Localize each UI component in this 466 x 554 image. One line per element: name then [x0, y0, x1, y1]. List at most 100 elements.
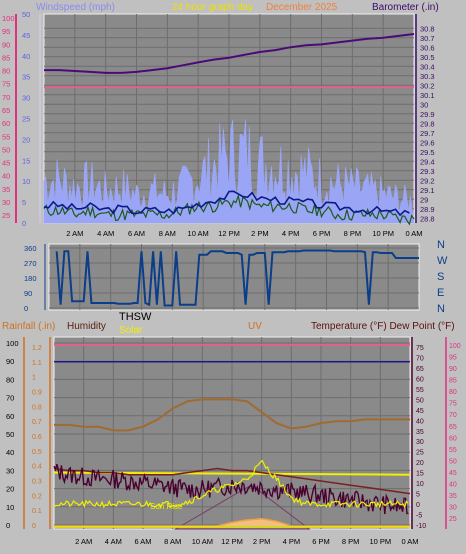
right-axis-tick-label: 29.7 — [420, 129, 435, 138]
x-tick-label: 6 PM — [312, 537, 330, 546]
wind-average-line — [43, 190, 410, 217]
right-axis-1-tick-label: 65 — [416, 366, 424, 373]
left-axis-1-tick-label: 90 — [2, 40, 10, 49]
right-axis-tick-label: 30.1 — [420, 91, 435, 100]
right-axis-tick-label: 30.4 — [420, 62, 435, 71]
x-tick-label: 10 AM — [192, 537, 213, 546]
left-axis-1-tick-label: 35 — [2, 185, 10, 194]
right-axis-2-tick-label: 65 — [449, 424, 457, 431]
left-axis-2-tick-label: 5 — [22, 198, 26, 207]
right-axis-2-tick-label: 90 — [449, 366, 457, 373]
x-tick-label: 8 AM — [164, 537, 181, 546]
right-axis-tick-label: 30 — [420, 100, 428, 109]
compass-label: N — [437, 303, 445, 315]
right-axis-2-tick-label: 70 — [449, 412, 457, 419]
x-tick-label: 0 AM — [405, 229, 422, 238]
sun-path-triangle — [173, 484, 311, 530]
left-axis-2-tick-label: 0.2 — [32, 493, 42, 500]
left-axis-2-tick-label: 50 — [22, 10, 30, 19]
wind-dir-tick-label: 180 — [24, 274, 37, 283]
right-axis-2-tick-label: 25 — [449, 516, 457, 523]
x-tick-label: 4 AM — [105, 537, 122, 546]
barometer-line — [44, 33, 415, 74]
left-axis-1-tick-label: 90 — [6, 357, 14, 366]
wind-gust-area — [43, 119, 415, 224]
right-axis-tick-label: 29.4 — [420, 157, 435, 166]
left-axis-1-tick-label: 60 — [6, 412, 14, 421]
right-axis-tick-label: 29.5 — [420, 148, 435, 157]
wind-low-line — [43, 193, 415, 226]
right-axis-tick-label: 29.1 — [420, 186, 435, 195]
left-axis-1-tick-label: 50 — [2, 145, 10, 154]
rainfall-axis-title: Rainfall (.in) — [2, 321, 55, 332]
humidity-axis-title: Humidity — [67, 321, 106, 332]
right-axis-2-tick-label: 45 — [449, 470, 457, 477]
x-tick-label: 2 AM — [75, 537, 92, 546]
right-axis-tick-label: 30.5 — [420, 53, 435, 62]
right-axis-1-tick-label: -10 — [416, 523, 426, 530]
right-axis-2-tick-label: 85 — [449, 378, 457, 385]
right-axis-1-tick-label: 70 — [416, 355, 424, 362]
left-axis-2-tick-label: 25 — [22, 115, 30, 124]
right-axis-tick-label: 28.9 — [420, 205, 435, 214]
right-axis-1-tick-label: 10 — [416, 481, 424, 488]
humidity-line — [54, 398, 410, 432]
graph-date: December 2025 — [266, 2, 338, 13]
left-axis-1-tick-label: 25 — [2, 211, 10, 220]
right-axis-2-tick-label: 40 — [449, 481, 457, 488]
x-tick-label: 8 AM — [159, 229, 176, 238]
barometer-axis-title: Barometer (.in) — [372, 2, 439, 13]
left-axis-2-tick-label: 0.4 — [32, 464, 42, 471]
right-axis-1-tick-label: 0 — [416, 502, 420, 509]
left-axis-1-tick-label: 70 — [6, 394, 14, 403]
bottom-series-group — [53, 343, 411, 530]
right-axis-1-tick-label: 45 — [416, 408, 424, 415]
x-tick-label: 6 PM — [313, 229, 331, 238]
x-tick-label: 10 AM — [188, 229, 209, 238]
left-axis-2-tick-label: 20 — [22, 135, 30, 144]
solar-axis-title: Solar — [119, 325, 143, 336]
left-axis-2-tick-label: 0.7 — [32, 419, 42, 426]
left-axis-2-tick-label: 0.9 — [32, 390, 42, 397]
top-series-group — [43, 33, 415, 226]
temperature-axis-title: Temperature (°F) Dew Point (°F) — [311, 321, 455, 332]
left-axis-1-tick-label: 85 — [2, 53, 10, 62]
x-tick-label: 4 AM — [97, 229, 114, 238]
right-axis-1-tick-label: 35 — [416, 429, 424, 436]
wind-dir-tick-label: 0 — [24, 304, 28, 313]
right-axis-tick-label: 29.6 — [420, 138, 435, 147]
left-axis-2-tick-label: 1.1 — [32, 360, 42, 367]
graph-title: 24 hour graph day — [172, 2, 253, 13]
left-axis-2-tick-label: 40 — [22, 52, 30, 61]
left-axis-1-tick-label: 10 — [6, 503, 14, 512]
left-axis-2-tick-label: 15 — [22, 156, 30, 165]
x-tick-label: 0 AM — [401, 537, 418, 546]
x-tick-label: 12 PM — [218, 229, 240, 238]
compass-label: N — [437, 239, 445, 251]
left-axis-2-tick-label: 10 — [22, 177, 30, 186]
top-axes-group: 25 30 35 40 45 50 55 60 65 70 75 80 85 90 95 100 0 5 10 15 2… — [2, 10, 435, 238]
right-axis-2-tick-label: 35 — [449, 493, 457, 500]
right-axis-1-tick-label: 5 — [416, 492, 420, 499]
left-axis-2-tick-label: 0.3 — [32, 479, 42, 486]
x-tick-label: 8 PM — [344, 229, 362, 238]
sun-rise-annotation: Sun Rise — [150, 502, 183, 511]
x-tick-label: 10 PM — [372, 229, 394, 238]
left-axis-2-tick-label: 0 — [22, 219, 26, 228]
left-axis-1-tick-label: 30 — [2, 198, 10, 207]
compass-label: S — [437, 271, 444, 283]
left-axis-2-tick-label: 35 — [22, 73, 30, 82]
right-axis-tick-label: 29.9 — [420, 110, 435, 119]
uv-line — [54, 518, 410, 527]
left-axis-2-tick-label: 45 — [22, 31, 30, 40]
left-axis-1-tick-label: 45 — [2, 159, 10, 168]
x-tick-label: 6 AM — [134, 537, 151, 546]
left-axis-1-tick-label: 80 — [2, 67, 10, 76]
right-axis-2-tick-label: 100 — [449, 343, 461, 350]
thsw-label: THSW — [119, 311, 152, 323]
right-axis-tick-label: 29 — [420, 195, 428, 204]
solar-line — [53, 459, 409, 509]
right-axis-tick-label: 30.2 — [420, 81, 435, 90]
